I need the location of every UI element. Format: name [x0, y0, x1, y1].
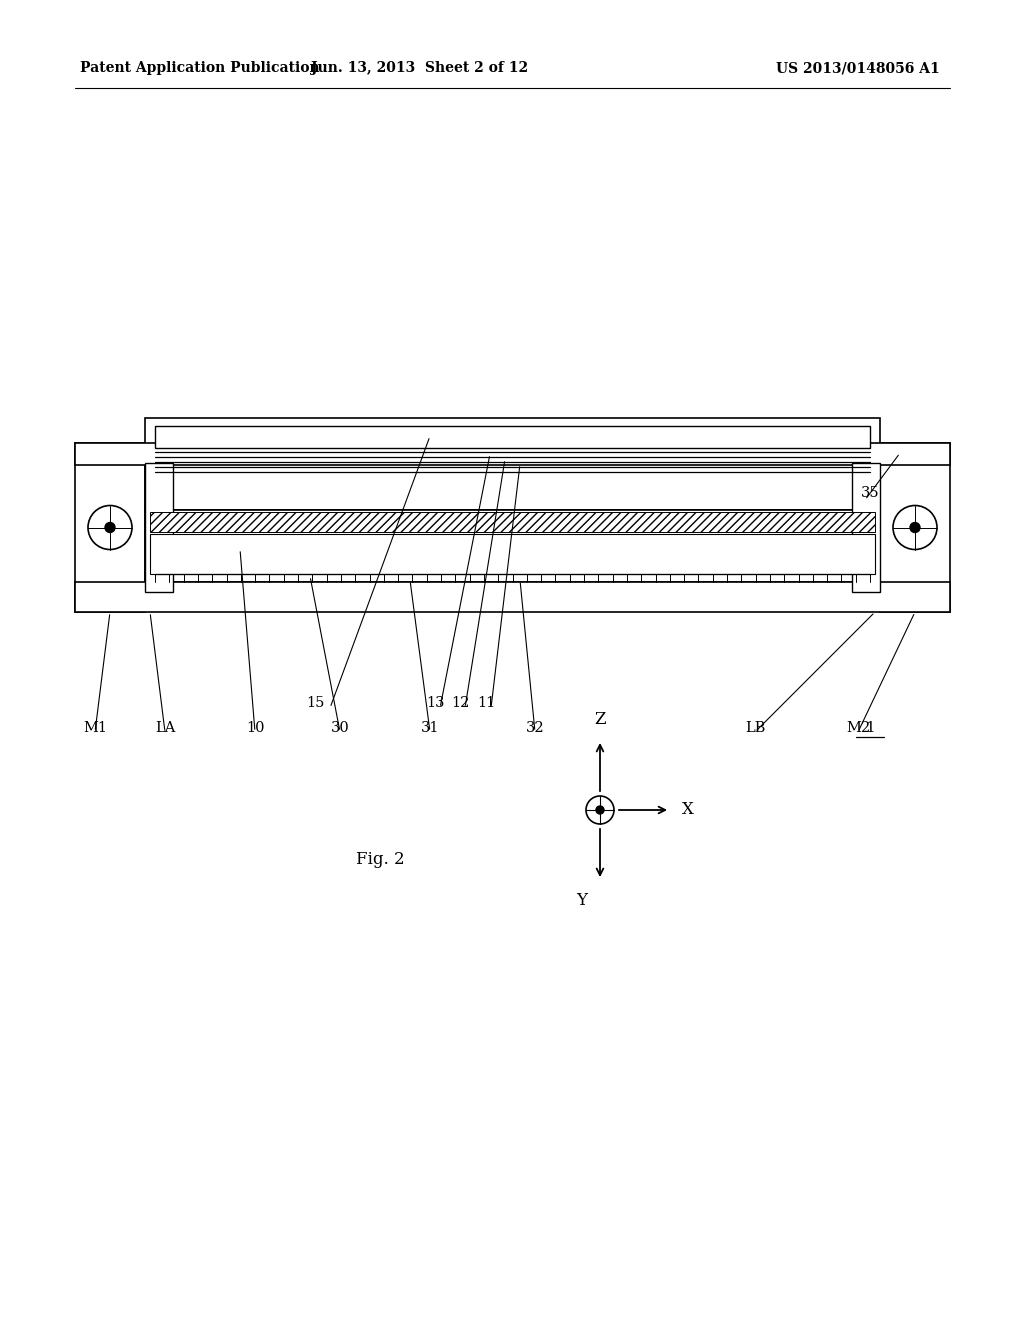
Text: LB: LB	[744, 721, 765, 735]
Text: Y: Y	[577, 892, 588, 909]
Text: M2: M2	[846, 721, 870, 735]
Bar	[75, 444, 145, 612]
Text: 35: 35	[861, 486, 880, 500]
Bar	[75, 444, 950, 465]
Text: Patent Application Publication: Patent Application Publication	[80, 61, 319, 75]
Text: 11: 11	[477, 696, 496, 710]
Text: X: X	[682, 801, 694, 818]
Text: 30: 30	[331, 721, 349, 735]
Text: 31: 31	[421, 721, 439, 735]
Text: 10: 10	[246, 721, 264, 735]
Text: M1: M1	[83, 721, 106, 735]
Text: 13: 13	[426, 696, 444, 710]
Bar	[852, 463, 880, 591]
Text: 1: 1	[865, 721, 874, 735]
Circle shape	[105, 523, 115, 532]
Bar	[145, 463, 173, 591]
Bar	[150, 512, 874, 532]
Bar	[150, 535, 874, 574]
Text: 32: 32	[525, 721, 545, 735]
Bar	[75, 582, 950, 612]
Circle shape	[893, 506, 937, 549]
Bar	[145, 510, 880, 582]
Bar	[880, 444, 950, 612]
Text: Jun. 13, 2013  Sheet 2 of 12: Jun. 13, 2013 Sheet 2 of 12	[311, 61, 528, 75]
Bar	[155, 426, 870, 447]
Bar	[145, 418, 880, 510]
Text: US 2013/0148056 A1: US 2013/0148056 A1	[776, 61, 940, 75]
Text: 12: 12	[451, 696, 469, 710]
Circle shape	[586, 796, 614, 824]
Text: LA: LA	[155, 721, 175, 735]
Circle shape	[596, 807, 604, 814]
Text: 15: 15	[306, 696, 325, 710]
Circle shape	[88, 506, 132, 549]
Text: Z: Z	[594, 711, 606, 729]
Circle shape	[910, 523, 920, 532]
Text: Fig. 2: Fig. 2	[355, 851, 404, 869]
